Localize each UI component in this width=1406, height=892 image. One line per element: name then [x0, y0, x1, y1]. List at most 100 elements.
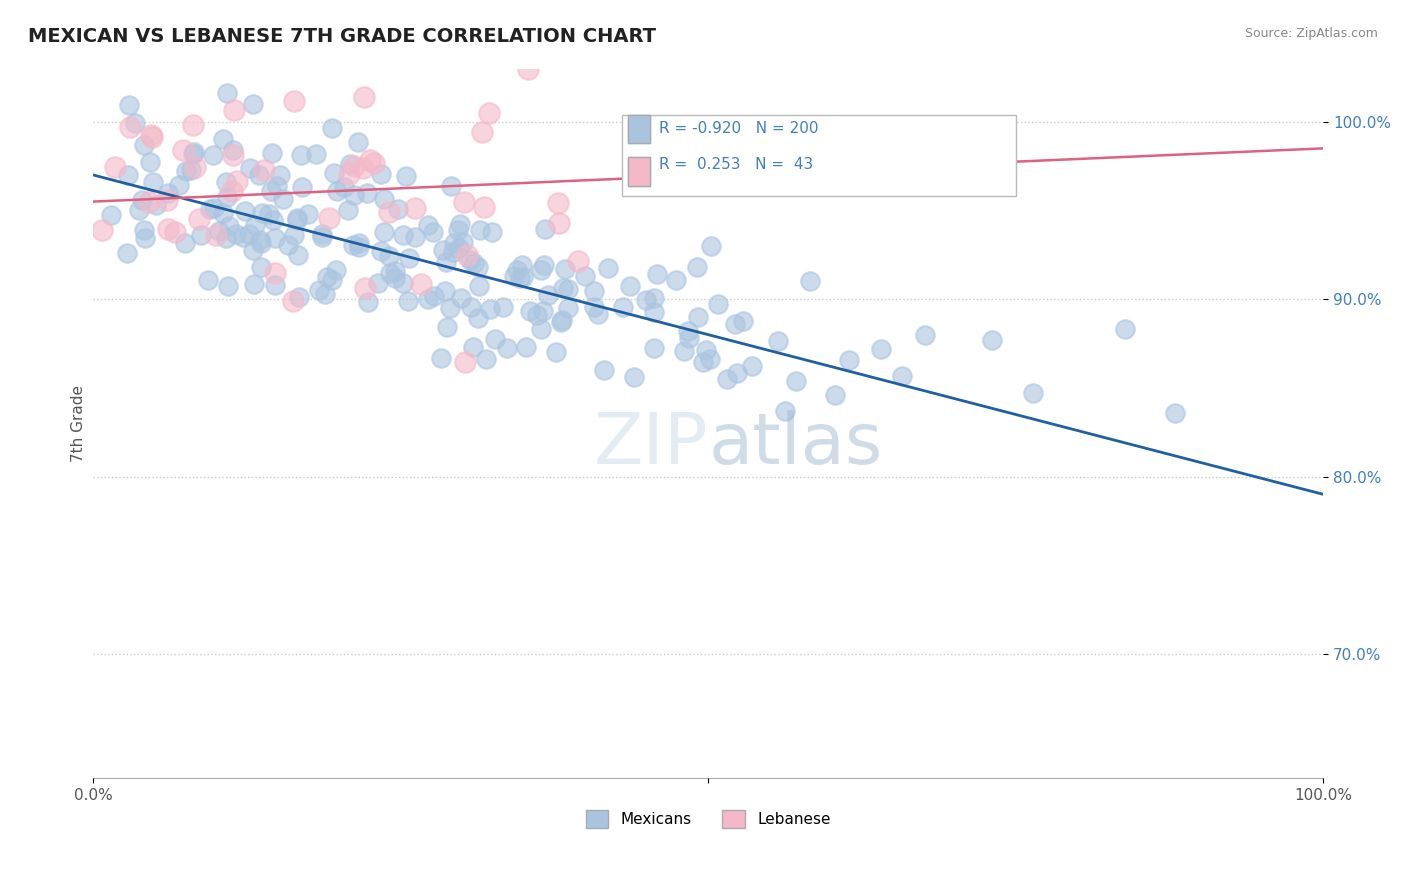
Point	[311, 229, 333, 244]
Point	[643, 305, 665, 319]
Point	[90, 223, 112, 237]
Point	[643, 342, 665, 356]
Point	[484, 332, 506, 346]
Point	[551, 280, 574, 294]
Point	[269, 168, 291, 182]
Point	[156, 193, 179, 207]
Point	[117, 168, 139, 182]
Point	[430, 351, 453, 365]
Point	[224, 103, 246, 117]
Point	[283, 227, 305, 242]
Point	[700, 239, 723, 253]
Point	[688, 310, 710, 325]
Point	[183, 160, 205, 174]
Point	[404, 229, 426, 244]
Text: MEXICAN VS LEBANESE 7TH GRADE CORRELATION CHART: MEXICAN VS LEBANESE 7TH GRADE CORRELATIO…	[28, 27, 657, 45]
Point	[285, 213, 308, 227]
Point	[530, 263, 553, 277]
Point	[434, 285, 457, 299]
Point	[218, 219, 240, 233]
Point	[347, 135, 370, 149]
Point	[252, 206, 274, 220]
Point	[384, 270, 406, 285]
Point	[870, 343, 893, 357]
Point	[519, 304, 541, 318]
Point	[461, 340, 484, 354]
Point	[557, 282, 579, 296]
Point	[242, 243, 264, 257]
Point	[378, 265, 401, 279]
Point	[551, 313, 574, 327]
Text: atlas: atlas	[709, 410, 883, 479]
Point	[339, 157, 361, 171]
Point	[533, 258, 555, 272]
Point	[138, 155, 160, 169]
Point	[456, 248, 478, 262]
Point	[1114, 322, 1136, 336]
Point	[676, 324, 699, 338]
Point	[706, 297, 728, 311]
Point	[838, 353, 860, 368]
Point	[266, 178, 288, 193]
Point	[495, 341, 517, 355]
Point	[434, 255, 457, 269]
Point	[695, 343, 717, 358]
Point	[322, 166, 344, 180]
Point	[398, 251, 420, 265]
Point	[582, 285, 605, 299]
Point	[623, 369, 645, 384]
Point	[741, 359, 763, 373]
Point	[124, 116, 146, 130]
Point	[446, 223, 468, 237]
Point	[416, 292, 439, 306]
Point	[181, 118, 204, 132]
Point	[451, 235, 474, 249]
Point	[131, 193, 153, 207]
Text: R =  0.253   N =  43: R = 0.253 N = 43	[659, 157, 813, 172]
Point	[612, 301, 634, 315]
Point	[215, 190, 238, 204]
Point	[281, 293, 304, 308]
Point	[250, 260, 273, 274]
Point	[439, 301, 461, 316]
Point	[554, 261, 576, 276]
Point	[416, 219, 439, 233]
Point	[104, 160, 127, 174]
Point	[378, 249, 401, 263]
Point	[914, 328, 936, 343]
Point	[141, 130, 163, 145]
Point	[318, 211, 340, 225]
Point	[117, 97, 139, 112]
Point	[316, 269, 339, 284]
Point	[181, 147, 204, 161]
Point	[198, 202, 221, 216]
Point	[120, 120, 142, 135]
Point	[458, 252, 481, 267]
Point	[357, 294, 380, 309]
Point	[733, 314, 755, 328]
Point	[395, 169, 418, 183]
Point	[716, 372, 738, 386]
Point	[157, 186, 180, 201]
Point	[342, 238, 364, 252]
Point	[249, 233, 271, 247]
Point	[463, 256, 485, 270]
Point	[506, 263, 529, 277]
Point	[515, 340, 537, 354]
Point	[239, 161, 262, 176]
Point	[287, 248, 309, 262]
Point	[212, 206, 235, 220]
Point	[567, 254, 589, 268]
Point	[548, 216, 571, 230]
Point	[356, 186, 378, 201]
Point	[263, 267, 285, 281]
Point	[441, 244, 464, 259]
Point	[678, 331, 700, 345]
Point	[378, 204, 401, 219]
Point	[285, 211, 308, 225]
Point	[404, 201, 426, 215]
Point	[283, 94, 305, 108]
Point	[1164, 406, 1187, 420]
Point	[367, 277, 389, 291]
Point	[478, 302, 501, 317]
